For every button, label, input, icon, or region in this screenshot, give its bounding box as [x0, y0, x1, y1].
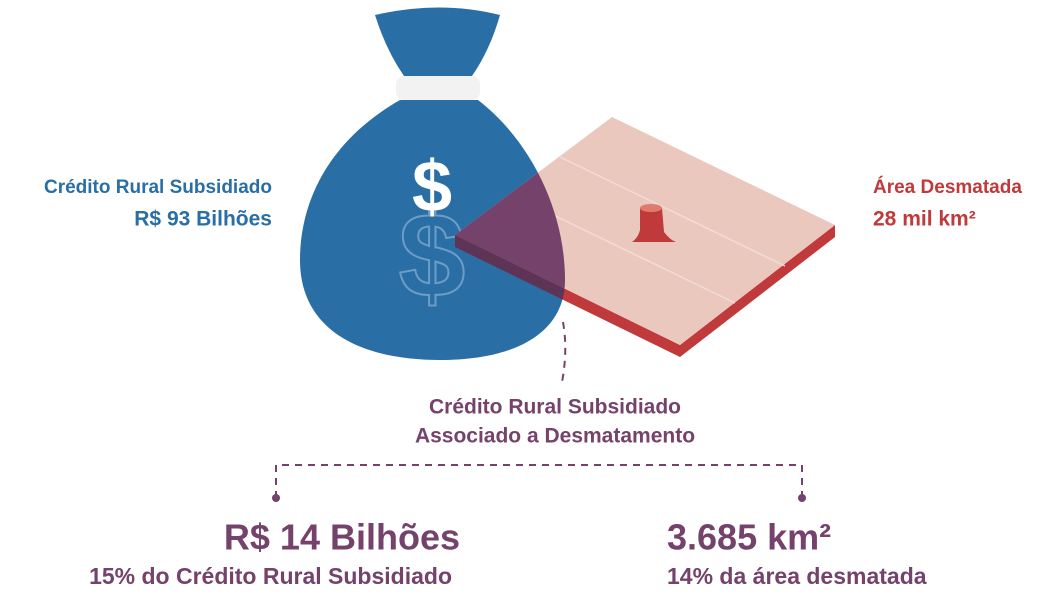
left-value: R$ 93 Bilhões: [134, 208, 272, 231]
bag-symbol: $: [412, 147, 452, 227]
overlap-line1: Crédito Rural Subsidiado: [429, 396, 681, 419]
infographic: $ $ Crédito Rural Subsidiado R$ 93 Bilhõ…: [0, 0, 1044, 596]
overlap-line2: Associado a Desmatamento: [415, 425, 695, 448]
right-title: Área Desmatada: [873, 176, 1022, 198]
left-title: Crédito Rural Subsidiado: [44, 177, 272, 198]
result-left-value: R$ 14 Bilhões: [224, 517, 460, 558]
result-right-note: 14% da área desmatada: [667, 563, 927, 589]
result-left-note: 15% do Crédito Rural Subsidiado: [89, 563, 452, 589]
right-value: 28 mil km²: [873, 208, 976, 231]
result-right-value: 3.685 km²: [667, 517, 831, 558]
